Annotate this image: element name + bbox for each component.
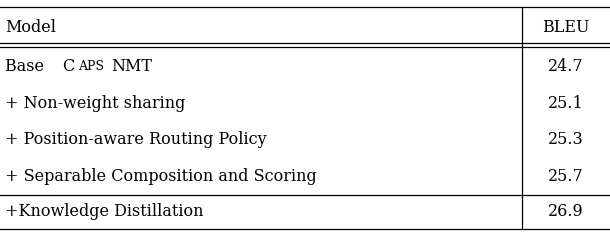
Text: Base: Base — [5, 58, 49, 75]
Text: 26.9: 26.9 — [548, 203, 584, 220]
Text: 25.7: 25.7 — [548, 168, 584, 185]
Text: BLEU: BLEU — [542, 19, 589, 36]
Text: 25.3: 25.3 — [548, 131, 584, 148]
Text: APS: APS — [77, 60, 104, 73]
Text: +Knowledge Distillation: +Knowledge Distillation — [5, 203, 203, 220]
Text: Model: Model — [5, 19, 56, 36]
Text: + Non-weight sharing: + Non-weight sharing — [5, 95, 185, 112]
Text: + Separable Composition and Scoring: + Separable Composition and Scoring — [5, 168, 317, 185]
Text: + Position-aware Routing Policy: + Position-aware Routing Policy — [5, 131, 267, 148]
Text: 25.1: 25.1 — [548, 95, 584, 112]
Text: C: C — [62, 58, 74, 75]
Text: 24.7: 24.7 — [548, 58, 584, 75]
Text: NMT: NMT — [111, 58, 152, 75]
